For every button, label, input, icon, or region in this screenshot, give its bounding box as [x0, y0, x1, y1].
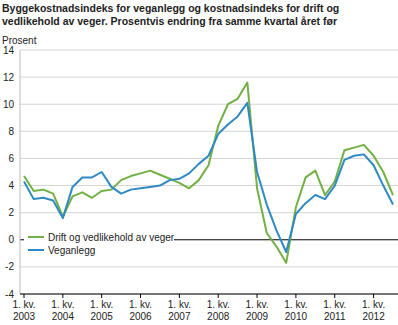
y-tick-label: -2 — [5, 261, 14, 272]
y-tick-label: 12 — [3, 72, 15, 83]
plot-area — [24, 83, 393, 263]
y-tick-label: -4 — [5, 289, 14, 300]
y-tick-label: 14 — [3, 45, 15, 56]
x-tick — [101, 294, 102, 298]
x-tick-label: 1. kv.2011 — [323, 299, 346, 322]
legend-box — [24, 228, 174, 260]
y-axis-line — [20, 50, 21, 294]
grid-line — [20, 77, 398, 78]
x-tick-label: 1. kv.2003 — [12, 299, 35, 322]
y-tick-label: 10 — [3, 99, 15, 110]
x-tick — [140, 294, 141, 298]
y-tick-label: 8 — [8, 126, 14, 137]
x-axis-line — [20, 294, 398, 295]
x-tick — [62, 294, 63, 298]
grid-line — [20, 294, 398, 295]
legend-swatch — [28, 249, 44, 251]
x-tick-label: 1. kv.2012 — [362, 299, 385, 322]
grid-line — [20, 266, 398, 267]
legend-swatch — [28, 236, 44, 238]
grid-line — [20, 104, 398, 105]
x-tick-label: 1. kv.2009 — [245, 299, 268, 322]
grid-line — [20, 131, 398, 132]
x-tick-label: 1. kv.2007 — [168, 299, 191, 322]
grid-line — [20, 212, 398, 213]
legend-label: Drift og vedlikehold av veger — [48, 232, 175, 243]
x-tick-label: 1. kv.2005 — [90, 299, 113, 322]
x-tick-label: 1. kv.2006 — [129, 299, 152, 322]
legend-label: Veganlegg — [48, 245, 95, 256]
x-tick — [295, 294, 296, 298]
x-tick-label: 1. kv.2008 — [207, 299, 230, 322]
x-tick — [373, 294, 374, 298]
x-tick — [257, 294, 258, 298]
x-tick-label: 1. kv.2010 — [284, 299, 307, 322]
x-tick — [218, 294, 219, 298]
y-tick-label: 4 — [8, 180, 14, 191]
grid-line — [20, 185, 398, 186]
series-line — [24, 83, 393, 263]
x-tick — [24, 294, 25, 298]
x-tick-label: 1. kv.2004 — [51, 299, 74, 322]
y-tick-label: 2 — [8, 207, 14, 218]
y-tick-label: 6 — [8, 153, 14, 164]
title: Byggekostnadsindeks for veganlegg og kos… — [2, 2, 396, 28]
x-tick — [334, 294, 335, 298]
grid-line — [20, 50, 398, 51]
y-tick-label: 0 — [8, 234, 14, 245]
x-tick — [179, 294, 180, 298]
